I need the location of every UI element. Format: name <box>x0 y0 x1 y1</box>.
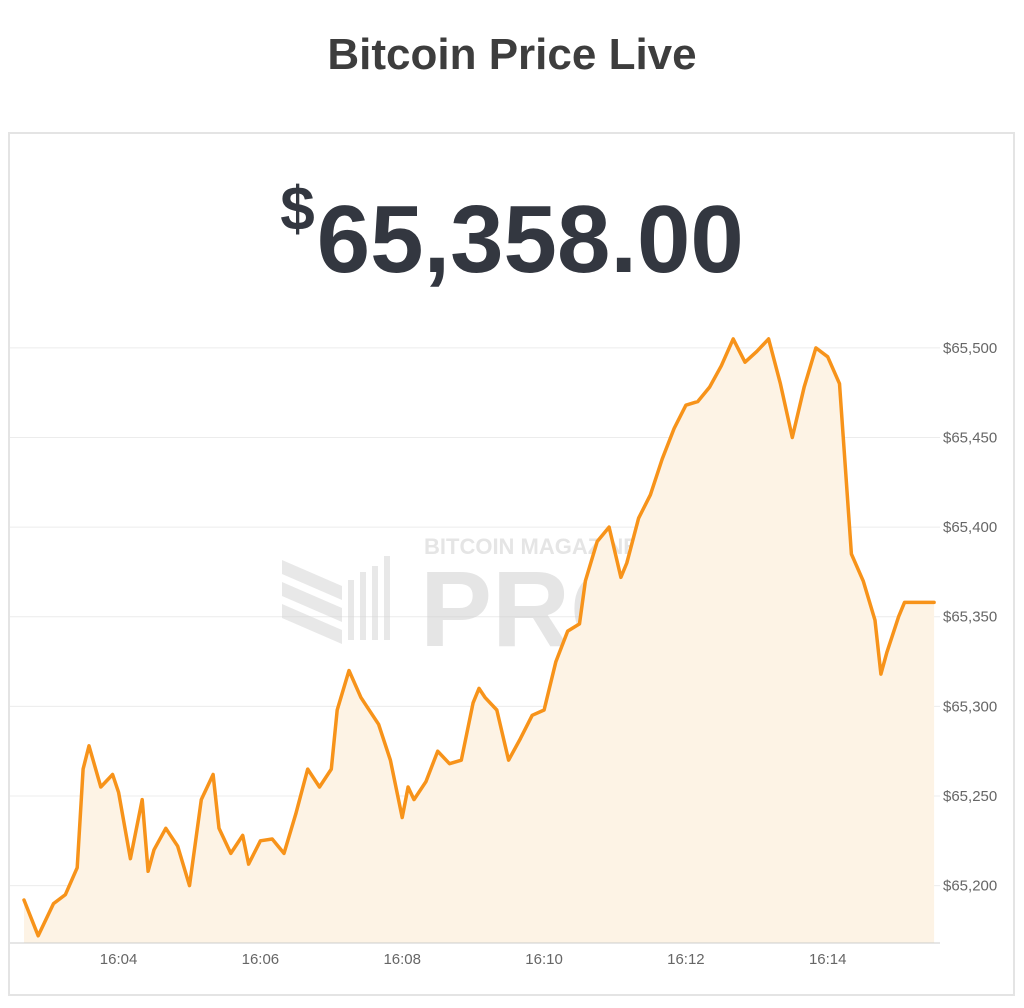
price-line[interactable] <box>22 337 936 938</box>
currency-symbol: $ <box>280 175 315 244</box>
y-tick-label: $65,450 <box>943 429 997 446</box>
x-axis-labels: 16:04 16:06 16:08 16:10 16:12 16:14 <box>100 951 847 968</box>
x-tick-label: 16:12 <box>667 951 705 968</box>
y-tick-label: $65,350 <box>943 609 997 626</box>
x-tick-label: 16:10 <box>525 951 563 968</box>
y-tick-label: $65,500 <box>943 340 997 357</box>
y-tick-label: $65,400 <box>943 519 997 536</box>
y-tick-label: $65,250 <box>943 788 997 805</box>
y-axis-labels: $65,200 $65,250 $65,300 $65,350 $65,400 $65,4… <box>943 340 997 895</box>
price-value: 65,358.00 <box>316 186 744 293</box>
watermark-logo-icon <box>282 556 390 644</box>
current-price: $65,358.00 <box>0 174 1024 295</box>
price-area-fill <box>24 338 935 943</box>
page-title: Bitcoin Price Live <box>327 30 697 79</box>
x-tick-label: 16:08 <box>383 951 421 968</box>
x-tick-label: 16:06 <box>242 951 280 968</box>
y-tick-label: $65,300 <box>943 698 997 715</box>
x-tick-label: 16:04 <box>100 951 138 968</box>
x-tick-label: 16:14 <box>809 951 847 968</box>
y-tick-label: $65,200 <box>943 878 997 895</box>
